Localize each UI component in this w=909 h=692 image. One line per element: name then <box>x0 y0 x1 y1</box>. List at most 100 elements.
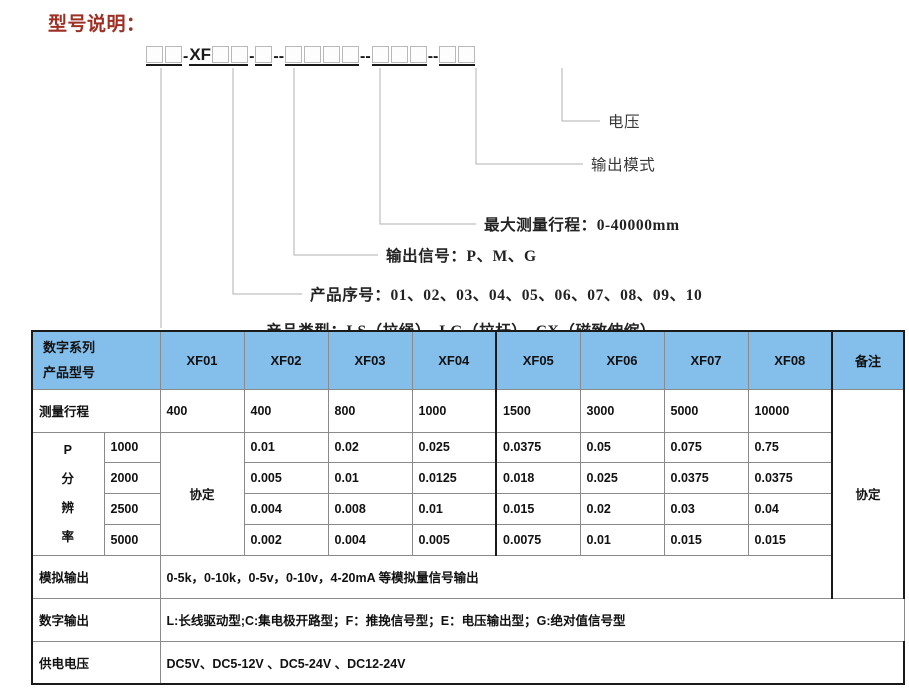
res-5000-xf03: 0.004 <box>327 523 413 556</box>
res-5000-xf06: 0.01 <box>579 523 665 556</box>
annotation-output-signal: 输出信号：P、M、G <box>386 248 537 265</box>
res-2000-xf07: 0.0375 <box>663 462 749 494</box>
pulses-2500: 2500 <box>103 493 161 525</box>
stroke-xf03: 800 <box>327 388 413 433</box>
res-2500-xf07: 0.03 <box>663 493 749 525</box>
code-group-voltage <box>439 46 476 66</box>
table-row-resolution-1000: P 分 辨 率 1000 协定 0.01 0.02 0.025 0.0375 0… <box>31 431 904 556</box>
code-group-product-type <box>146 46 182 66</box>
supply-voltage-value: DC5V、DC5-12V 、DC5-24V 、DC12-24V <box>159 640 906 685</box>
res-1000-xf03: 0.02 <box>327 431 413 464</box>
row-label-digital-output: 数字输出 <box>30 597 161 642</box>
annotation-max-range: 最大测量行程：0-40000mm <box>484 217 680 234</box>
res-2000-xf06: 0.025 <box>579 462 665 494</box>
pulses-5000: 5000 <box>103 523 161 556</box>
code-box <box>323 46 341 63</box>
res-1000-xf06: 0.05 <box>579 431 665 464</box>
resolution-char-p: P <box>63 442 73 457</box>
remark-merged-cell: 协定 <box>831 388 906 599</box>
code-box <box>371 46 389 63</box>
code-box <box>458 46 476 63</box>
leader-max-range <box>379 68 476 225</box>
stroke-xf08: 10000 <box>747 388 833 433</box>
row-label-stroke: 测量行程 <box>30 388 161 433</box>
res-5000-xf08: 0.015 <box>747 523 833 556</box>
annotation-output-mode: 输出模式 <box>591 157 656 174</box>
code-group-series: XF <box>189 45 249 66</box>
code-box <box>285 46 303 63</box>
table-row-digital-output: 数字输出 L:长线驱动型;C:集电极开路型；F：推挽信号型；E：电压输出型；G:… <box>30 597 905 642</box>
res-2000-xf08: 0.0375 <box>747 462 833 494</box>
stroke-xf07: 5000 <box>663 388 749 433</box>
resolution-char-lv: 率 <box>61 529 75 544</box>
leader-lines <box>160 68 600 328</box>
res-5000-xf05: 0.0075 <box>495 523 581 556</box>
header-xf06: XF06 <box>579 330 665 390</box>
res-2500-xf04: 0.01 <box>411 493 497 525</box>
table-row-stroke: 测量行程 400 400 800 1000 1500 3000 5000 100… <box>30 388 906 599</box>
code-prefix-xf: XF <box>189 45 212 64</box>
resolution-char-fen: 分 <box>61 471 75 486</box>
res-2000-xf04: 0.0125 <box>411 462 497 494</box>
header-corner-line2: 产品型号 <box>43 365 96 381</box>
leader-output-signal <box>293 68 378 256</box>
row-label-supply-voltage: 供电电压 <box>30 640 161 685</box>
leader-product-serial <box>232 68 302 295</box>
row-label-resolution: P 分 辨 率 <box>31 431 105 556</box>
table-header-row: 数字系列 产品型号 XF01 XF02 XF03 XF04 XF05 XF06 … <box>30 330 906 390</box>
code-separator: - <box>183 48 189 65</box>
table-row-supply-voltage: 供电电压 DC5V、DC5-12V 、DC5-24V 、DC12-24V <box>30 640 906 685</box>
model-number-diagram: - XF - -- -- -- <box>0 36 909 360</box>
stroke-xf02: 400 <box>243 388 329 433</box>
code-box <box>342 46 360 63</box>
row-label-analog-output: 模拟输出 <box>30 554 161 599</box>
header-xf03: XF03 <box>327 330 413 390</box>
resolution-xf01-merged: 协定 <box>159 431 245 556</box>
leader-product-type <box>160 68 162 328</box>
code-box <box>439 46 457 63</box>
stroke-xf06: 3000 <box>579 388 665 433</box>
stroke-xf01: 400 <box>159 388 245 433</box>
header-xf04: XF04 <box>411 330 497 390</box>
header-corner: 数字系列 产品型号 <box>30 330 161 390</box>
code-separator: -- <box>427 48 439 65</box>
res-1000-xf04: 0.025 <box>411 431 497 464</box>
code-separator: -- <box>273 48 285 65</box>
page-title: 型号说明： <box>48 14 146 35</box>
res-2500-xf06: 0.02 <box>579 493 665 525</box>
header-remark: 备注 <box>831 330 906 390</box>
code-separator: -- <box>360 48 371 65</box>
code-box <box>255 46 273 63</box>
header-xf07: XF07 <box>663 330 749 390</box>
res-2500-xf08: 0.04 <box>747 493 833 525</box>
code-group-output-mode <box>371 46 427 66</box>
header-xf01: XF01 <box>159 330 245 390</box>
header-xf08: XF08 <box>747 330 833 390</box>
res-2500-xf02: 0.004 <box>243 493 329 525</box>
leader-voltage <box>561 68 600 122</box>
resolution-char-bian: 辨 <box>61 500 75 515</box>
code-separator: - <box>249 48 255 65</box>
header-corner-line1: 数字系列 <box>43 340 96 356</box>
specification-table: 数字系列 产品型号 XF01 XF02 XF03 XF04 XF05 XF06 … <box>30 330 906 685</box>
res-1000-xf02: 0.01 <box>243 431 329 464</box>
stroke-xf05: 1500 <box>495 388 581 433</box>
digital-output-value: L:长线驱动型;C:集电极开路型；F：推挽信号型；E：电压输出型；G:绝对值信号… <box>159 597 905 642</box>
res-2000-xf05: 0.018 <box>495 462 581 494</box>
res-2000-xf03: 0.01 <box>327 462 413 494</box>
code-box <box>165 46 182 63</box>
pulses-1000: 1000 <box>103 431 161 464</box>
annotation-product-serial: 产品序号：01、02、03、04、05、06、07、08、09、10 <box>310 287 703 304</box>
code-group-max-range <box>285 46 360 66</box>
table-row-resolution-5000: 5000 0.002 0.004 0.005 0.0075 0.01 0.015… <box>32 523 904 556</box>
header-xf05: XF05 <box>495 330 581 390</box>
code-box <box>231 46 249 63</box>
stroke-xf04: 1000 <box>411 388 497 433</box>
header-xf02: XF02 <box>243 330 329 390</box>
code-group-output-signal <box>255 46 273 66</box>
res-5000-xf04: 0.005 <box>411 523 497 556</box>
code-box <box>212 46 230 63</box>
model-code-row: - XF - -- -- -- <box>146 40 476 66</box>
res-5000-xf02: 0.002 <box>243 523 329 556</box>
code-box <box>390 46 408 63</box>
